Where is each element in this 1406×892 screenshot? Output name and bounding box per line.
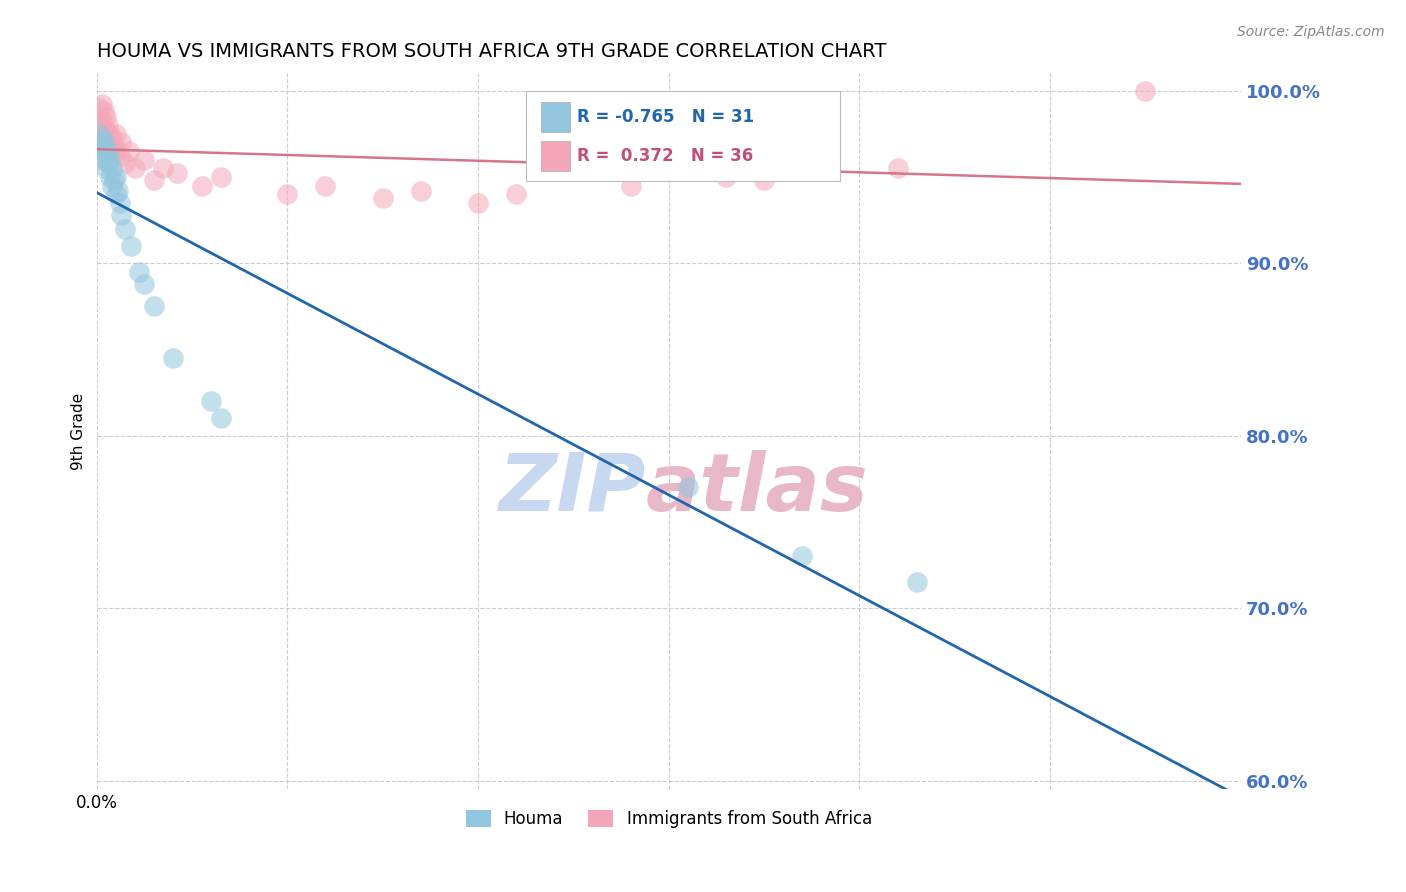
Point [91, 144, 114, 158]
Point [128, 265, 150, 279]
Point [162, 351, 184, 365]
Point [96, 127, 118, 141]
Point [620, 178, 643, 193]
Point [209, 169, 232, 184]
Point [371, 191, 394, 205]
Point [104, 144, 127, 158]
Point [87, 127, 110, 141]
Point [97, 118, 120, 132]
Point [792, 549, 814, 564]
Point [97, 144, 120, 158]
Point [752, 173, 775, 187]
Point [110, 208, 132, 222]
Point [714, 169, 737, 184]
Text: ZIP: ZIP [499, 450, 645, 527]
Point [101, 132, 124, 146]
Point [96, 110, 118, 124]
Point [114, 221, 136, 235]
Point [142, 173, 165, 187]
Text: R =  0.372   N = 36: R = 0.372 N = 36 [578, 147, 754, 165]
Text: HOUMA VS IMMIGRANTS FROM SOUTH AFRICA 9TH GRADE CORRELATION CHART: HOUMA VS IMMIGRANTS FROM SOUTH AFRICA 9T… [97, 42, 886, 61]
Point [104, 127, 127, 141]
Point [152, 161, 174, 176]
FancyBboxPatch shape [540, 102, 571, 132]
Point [91, 114, 114, 128]
Text: atlas: atlas [645, 450, 869, 527]
Point [409, 184, 432, 198]
Point [96, 147, 118, 161]
Point [97, 156, 120, 170]
Point [91, 132, 114, 146]
Point [114, 156, 136, 170]
Point [134, 153, 156, 167]
Point [103, 173, 125, 187]
Point [101, 178, 124, 193]
Point [166, 166, 188, 180]
Point [467, 195, 489, 210]
Point [120, 239, 142, 253]
Point [108, 149, 131, 163]
Point [93, 153, 115, 167]
Point [905, 575, 928, 590]
FancyBboxPatch shape [526, 91, 841, 181]
Point [91, 97, 114, 112]
Text: R = -0.765   N = 31: R = -0.765 N = 31 [578, 108, 755, 126]
Y-axis label: 9th Grade: 9th Grade [72, 392, 86, 470]
Point [89, 139, 111, 153]
Point [107, 184, 129, 198]
Point [103, 139, 125, 153]
Point [315, 178, 337, 193]
Point [98, 127, 121, 141]
Point [93, 104, 115, 119]
Point [190, 178, 212, 193]
Point [118, 144, 141, 158]
Legend: Houma, Immigrants from South Africa: Houma, Immigrants from South Africa [458, 803, 879, 835]
Point [87, 101, 110, 115]
Point [1135, 84, 1157, 98]
Point [886, 161, 908, 176]
Point [134, 277, 156, 291]
Point [108, 195, 131, 210]
Point [93, 136, 115, 150]
Point [93, 121, 115, 136]
Point [276, 187, 298, 202]
Point [98, 169, 121, 184]
Point [96, 161, 118, 176]
Point [104, 169, 127, 184]
Point [209, 411, 232, 425]
Point [676, 480, 699, 494]
Point [104, 187, 127, 202]
Point [98, 153, 121, 167]
FancyBboxPatch shape [540, 142, 571, 171]
Point [200, 394, 222, 409]
Point [89, 110, 111, 124]
Text: Source: ZipAtlas.com: Source: ZipAtlas.com [1237, 25, 1385, 39]
Point [110, 136, 132, 150]
Point [142, 299, 165, 313]
Point [101, 161, 124, 176]
Point [124, 161, 146, 176]
Point [505, 187, 527, 202]
